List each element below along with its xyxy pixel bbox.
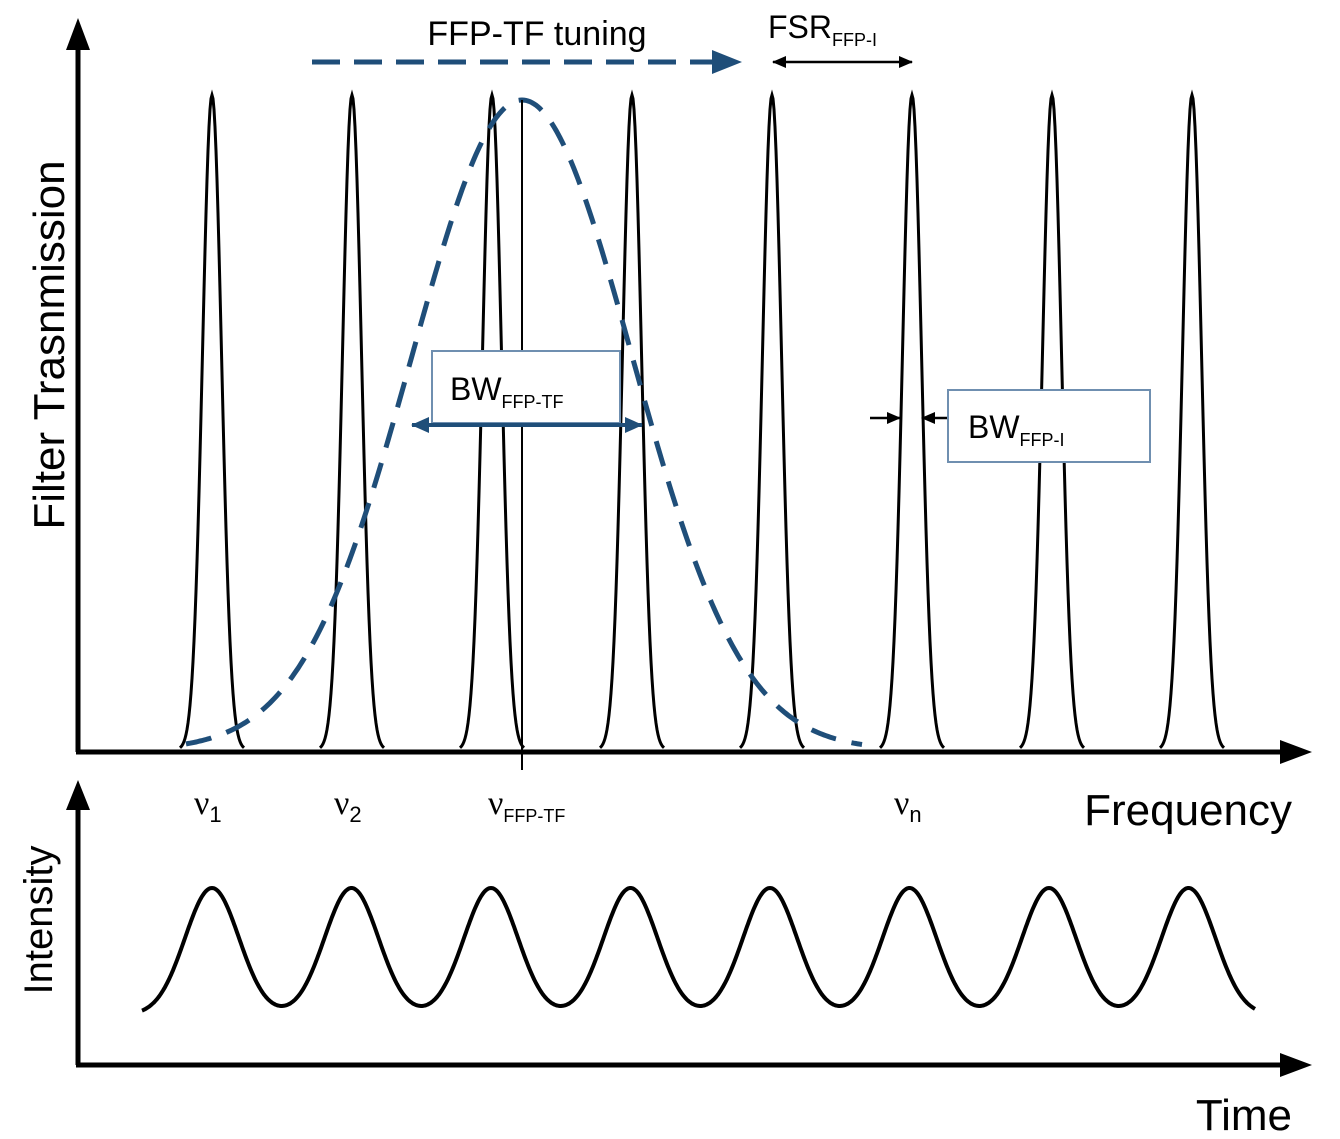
bw-i-label: BWFFP-I xyxy=(968,409,1065,450)
top-plot: FFP-TF tuning FSRFFP-I BWFFP-TF BWFFP-I … xyxy=(25,9,1312,835)
top-y-axis-label: Filter Trasnmission xyxy=(25,160,74,529)
bottom-plot: Time Intensity xyxy=(17,780,1312,1139)
fsr-label: FSRFFP-I xyxy=(768,9,877,50)
filter-peaks xyxy=(178,89,1226,749)
bottom-x-axis-label: Time xyxy=(1196,1091,1292,1139)
filter-peak xyxy=(1018,89,1086,749)
bottom-y-axis-label: Intensity xyxy=(17,846,61,995)
filter-peak xyxy=(318,89,386,749)
filter-peak xyxy=(598,89,666,749)
bw-tf-label-box xyxy=(431,350,621,424)
filter-peak xyxy=(878,89,946,749)
filter-peak xyxy=(178,89,246,749)
tuning-label: FFP-TF tuning xyxy=(427,15,646,53)
ffp-tf-transmission-curve xyxy=(185,97,863,747)
filter-peak xyxy=(458,89,526,749)
top-x-axis-arrowhead xyxy=(1280,740,1312,764)
filter-peak xyxy=(1158,89,1226,749)
filter-peak xyxy=(738,89,806,749)
bottom-x-axis-arrowhead xyxy=(1280,1053,1312,1077)
bw-i-label-box xyxy=(947,389,1151,463)
nu-1-label: ν1 xyxy=(194,785,222,827)
nu-ffp-tf-label: νFFP-TF xyxy=(488,785,565,826)
tuning-arrowhead xyxy=(712,50,742,74)
bottom-y-axis-arrowhead xyxy=(66,780,90,810)
intensity-pulse-train xyxy=(141,885,1257,1013)
top-x-axis-label: Frequency xyxy=(1084,786,1292,835)
nu-2-label: ν2 xyxy=(334,785,362,827)
nu-n-label: νn xyxy=(894,785,922,827)
top-y-axis-arrowhead xyxy=(66,18,90,50)
bw-tf-label: BWFFP-TF xyxy=(450,371,564,412)
